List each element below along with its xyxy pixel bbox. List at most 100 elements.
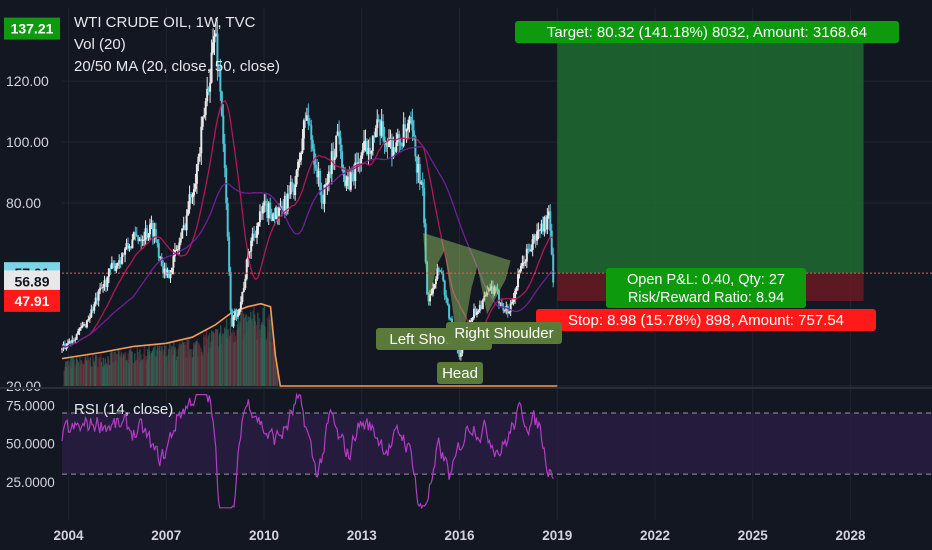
candle-body: [272, 213, 275, 221]
right-shoulder-label-bg[interactable]: [446, 322, 562, 344]
candle-body: [80, 326, 83, 328]
candle-body: [178, 242, 181, 250]
price-badge-bg: [4, 17, 60, 40]
rsi-y-tick-label: 75.0000: [6, 398, 55, 413]
candle-body: [517, 274, 520, 288]
candle-body: [104, 280, 107, 288]
y-axis-tick-label: 120.00: [6, 73, 49, 89]
target-label-bg[interactable]: [515, 21, 899, 43]
candle-body: [549, 211, 552, 231]
price-badge-bg: [4, 270, 60, 293]
candle-body: [502, 305, 505, 311]
candle-body: [280, 206, 283, 208]
candle-body: [109, 268, 112, 270]
candle-body: [531, 239, 534, 250]
candle-body: [364, 140, 367, 142]
candle-body: [496, 288, 499, 291]
candle-body: [339, 137, 342, 152]
candle-body: [474, 308, 477, 315]
y-axis-tick-label: 20.00: [6, 378, 41, 394]
candle-body: [471, 317, 474, 321]
rsi-y-tick-label: 25.0000: [6, 475, 55, 490]
candle-body: [285, 195, 288, 211]
candle-body: [363, 141, 366, 151]
candle-body: [544, 216, 547, 230]
candle-body: [415, 156, 418, 173]
candle-body: [354, 162, 357, 182]
head-label-bg[interactable]: [437, 362, 483, 384]
moving-average-label[interactable]: 20/50 MA (20, close, 50, close): [74, 58, 280, 75]
entry-label-bg[interactable]: [606, 268, 806, 308]
candle-body: [219, 69, 222, 92]
candle-body: [377, 119, 380, 121]
rsi-y-tick-label: 50.0000: [6, 437, 55, 452]
candle-body: [351, 172, 354, 174]
candle-body: [512, 297, 515, 302]
candle-body: [214, 33, 217, 37]
candle-body: [484, 295, 487, 297]
candle-body: [449, 318, 452, 320]
candle-body: [408, 116, 411, 124]
candle-body: [141, 239, 144, 241]
candle-body: [360, 155, 363, 165]
target-zone[interactable]: [557, 28, 864, 274]
candle-body: [310, 125, 313, 140]
candle-body: [295, 170, 298, 185]
candle-body: [411, 120, 414, 131]
volume-bar: [276, 365, 279, 386]
candle-body: [242, 288, 245, 292]
candle-body: [90, 309, 93, 318]
candle-body: [320, 190, 323, 203]
candle-body: [85, 320, 88, 328]
candle-body: [478, 305, 481, 311]
candle-body: [156, 239, 159, 244]
candle-body: [490, 286, 493, 289]
candle-body: [263, 200, 266, 206]
x-axis-tick-label: 2025: [738, 528, 769, 543]
volume-indicator-label[interactable]: Vol (20): [74, 36, 126, 53]
symbol-title[interactable]: WTI CRUDE OIL, 1W, TVC: [74, 14, 256, 31]
candle-body: [286, 193, 289, 211]
candle-body: [61, 348, 63, 350]
candle-body: [225, 168, 228, 204]
candle-body: [254, 235, 257, 238]
stop-label-bg[interactable]: [536, 309, 876, 331]
candle-body: [69, 341, 72, 343]
candle-body: [131, 239, 134, 249]
candle-body: [298, 160, 301, 162]
candle-body: [424, 223, 427, 262]
candle-body: [71, 339, 74, 343]
candle-body: [212, 42, 215, 53]
risk-reward-label: Risk/Reward Ratio: 8.94: [628, 290, 784, 306]
candle-body: [527, 248, 530, 250]
price-badge: 56.89: [14, 273, 49, 289]
stop-label: Stop: 8.98 (15.78%) 898, Amount: 757.54: [568, 312, 844, 329]
candle-body: [443, 280, 446, 296]
candle-body: [191, 195, 194, 198]
candle-body: [343, 175, 346, 186]
candle-body: [412, 130, 415, 137]
candle-body: [468, 320, 471, 324]
candle-body: [128, 246, 131, 249]
candle-body: [458, 353, 461, 357]
candle-body: [307, 115, 310, 125]
candle-body: [107, 268, 110, 277]
candle-body: [235, 312, 238, 317]
candle-body: [168, 270, 171, 279]
candle-body: [515, 287, 518, 292]
candle-body: [257, 222, 260, 226]
candle-body: [150, 223, 153, 225]
candle-body: [175, 250, 178, 252]
candle-body: [409, 116, 412, 121]
candle-body: [276, 207, 279, 217]
candle-body: [383, 136, 386, 145]
candle-body: [201, 116, 204, 127]
candle-body: [305, 115, 308, 121]
candle-body: [540, 223, 543, 231]
candle-body: [396, 134, 399, 143]
candle-body: [159, 257, 162, 259]
candle-body: [448, 304, 451, 319]
candle-body: [537, 229, 540, 232]
candle-body: [382, 121, 385, 137]
